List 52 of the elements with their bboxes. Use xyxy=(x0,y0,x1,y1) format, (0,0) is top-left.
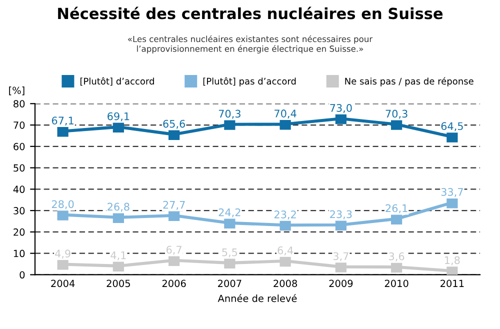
point xyxy=(57,209,68,220)
legend-label: Ne sais pas / pas de réponse xyxy=(345,77,474,86)
chart-title: Nécessité des centrales nucléaires en Suisse xyxy=(58,6,443,20)
data-label: 24,2 xyxy=(218,208,240,218)
data-label: 28,0 xyxy=(52,200,74,210)
legend-label: [Plutôt] pas d’accord xyxy=(203,77,296,86)
point xyxy=(335,219,346,230)
x-tick-label: 2004 xyxy=(51,280,75,288)
y-tick-label: 0 xyxy=(20,271,25,279)
point xyxy=(57,126,68,137)
point xyxy=(335,261,346,272)
data-label: 33,7 xyxy=(441,188,463,197)
data-label: 23,2 xyxy=(274,210,296,220)
x-tick-label: 2008 xyxy=(274,280,298,288)
y-tick-label: 40 xyxy=(13,186,25,194)
x-tick-label: 2010 xyxy=(384,280,408,288)
x-tick-label: 2006 xyxy=(162,280,186,288)
point xyxy=(224,118,236,130)
data-label: 69,1 xyxy=(108,112,130,122)
data-label: 65,6 xyxy=(163,120,186,129)
point xyxy=(57,258,68,270)
point xyxy=(391,118,402,130)
data-label: 70,3 xyxy=(218,110,240,119)
y-tick-label: 50 xyxy=(14,164,25,172)
data-label: 64,5 xyxy=(441,122,463,132)
data-label: 26,1 xyxy=(386,204,408,214)
x-tick-label: 2011 xyxy=(440,280,464,288)
data-label: 70,3 xyxy=(386,110,408,119)
y-tick-label: 20 xyxy=(14,228,25,236)
point xyxy=(168,254,180,266)
y-tick-label: 30 xyxy=(14,207,25,214)
data-label: 27,7 xyxy=(163,200,185,210)
data-label: 26,8 xyxy=(108,202,130,212)
point xyxy=(112,212,124,223)
point xyxy=(391,213,402,224)
y-tick-label: 10 xyxy=(14,250,25,258)
data-label: 67,1 xyxy=(52,116,74,126)
x-tick-label: 2009 xyxy=(329,280,353,288)
x-tick-label: 2007 xyxy=(218,280,242,288)
data-label: 73,0 xyxy=(330,104,352,113)
y-tick-label: 60 xyxy=(14,142,25,150)
data-label: 23,3 xyxy=(330,210,352,220)
legend-label: [Plutôt] d’accord xyxy=(80,77,154,86)
y-tick-label: 70 xyxy=(14,122,25,129)
y-axis-title: [%] xyxy=(9,86,24,96)
point xyxy=(168,128,180,140)
x-axis-title: Année de relevé xyxy=(218,294,297,302)
y-tick-label: 80 xyxy=(14,100,25,108)
x-tick-label: 2005 xyxy=(106,280,130,288)
chart-subtitle: «Les centrales nucléaires existantes sont nécessaires pour l’approvisionnement en énergie électrique en Suisse.» xyxy=(128,35,373,54)
data-label: 70,4 xyxy=(274,110,296,119)
point xyxy=(446,131,458,142)
